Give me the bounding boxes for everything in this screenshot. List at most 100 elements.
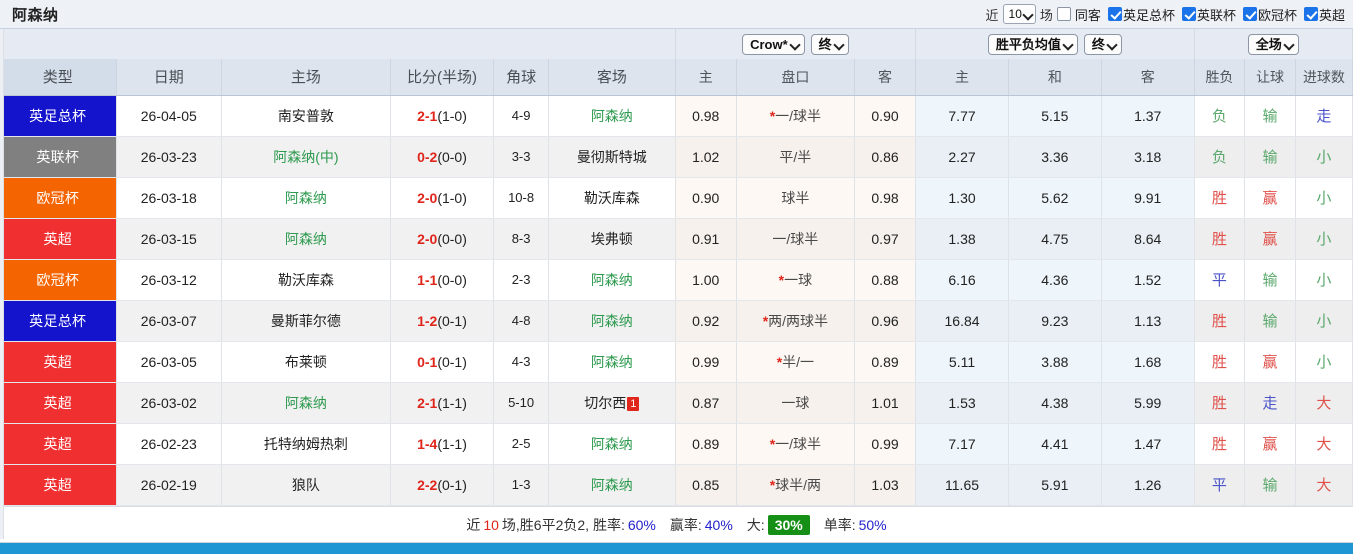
cell-score[interactable]: 2-2(0-1) (390, 464, 495, 506)
cell-away-team[interactable]: 勒沃库森 (548, 177, 676, 219)
cell-handicap-home-odds[interactable]: 1.00 (675, 259, 737, 301)
cell-goals-result[interactable]: 大 (1295, 423, 1353, 465)
cell-handicap-result[interactable]: 输 (1244, 259, 1296, 301)
col-header-date[interactable]: 日期 (116, 59, 223, 96)
cell-goals-result[interactable]: 大 (1295, 464, 1353, 506)
cell-handicap-away-odds[interactable]: 0.97 (854, 218, 917, 260)
cell-avg-home[interactable]: 1.53 (915, 382, 1009, 424)
cell-goals-result[interactable]: 小 (1295, 136, 1353, 178)
table-row[interactable]: 英足总杯 26-03-07 曼斯菲尔德 1-2(0-1) 4-8 阿森纳 0.92 *两/两球… (0, 300, 1353, 342)
cell-score[interactable]: 2-1(1-0) (390, 95, 495, 137)
cell-handicap-result[interactable]: 赢 (1244, 341, 1296, 383)
cell-type[interactable]: 英超 (0, 382, 117, 424)
cell-home-team[interactable]: 勒沃库森 (221, 259, 391, 301)
cell-avg-away[interactable]: 3.18 (1101, 136, 1195, 178)
cell-handicap-home-odds[interactable]: 0.90 (675, 177, 737, 219)
cell-score[interactable]: 1-2(0-1) (390, 300, 495, 342)
bookmaker-stage-select[interactable]: 终 (810, 33, 849, 55)
cell-handicap-away-odds[interactable]: 0.98 (854, 177, 917, 219)
cell-handicap[interactable]: 平/半 (736, 136, 855, 178)
cell-handicap-result[interactable]: 赢 (1244, 423, 1296, 465)
cell-away-team[interactable]: 阿森纳 (548, 423, 676, 465)
cell-avg-draw[interactable]: 5.62 (1008, 177, 1102, 219)
cell-home-team[interactable]: 阿森纳 (221, 177, 391, 219)
cell-score[interactable]: 1-4(1-1) (390, 423, 495, 465)
cell-score[interactable]: 2-0(1-0) (390, 177, 495, 219)
cell-type[interactable]: 英联杯 (0, 136, 117, 178)
col-header-avg-away[interactable]: 客 (1101, 59, 1195, 96)
cell-avg-draw[interactable]: 4.36 (1008, 259, 1102, 301)
cell-handicap-result[interactable]: 走 (1244, 382, 1296, 424)
cell-date[interactable]: 26-03-07 (116, 300, 223, 342)
table-row[interactable]: 欧冠杯 26-03-12 勒沃库森 1-1(0-0) 2-3 阿森纳 1.00 *一球 0.88… (0, 259, 1353, 301)
cell-type[interactable]: 欧冠杯 (0, 259, 117, 301)
cell-result[interactable]: 胜 (1194, 300, 1246, 342)
cell-result[interactable]: 平 (1194, 464, 1246, 506)
cell-score[interactable]: 2-0(0-0) (390, 218, 495, 260)
cell-avg-away[interactable]: 5.99 (1101, 382, 1195, 424)
cell-avg-away[interactable]: 1.13 (1101, 300, 1195, 342)
cell-home-team[interactable]: 曼斯菲尔德 (221, 300, 391, 342)
left-scroll-gutter[interactable] (0, 29, 4, 539)
cell-handicap-result[interactable]: 输 (1244, 300, 1296, 342)
cell-avg-home[interactable]: 7.77 (915, 95, 1009, 137)
cell-date[interactable]: 26-03-18 (116, 177, 223, 219)
cell-result[interactable]: 胜 (1194, 177, 1246, 219)
col-header-handicap-away[interactable]: 客 (854, 59, 917, 96)
same-venue-checkbox[interactable] (1056, 7, 1071, 21)
cell-type[interactable]: 英超 (0, 341, 117, 383)
cell-avg-home[interactable]: 6.16 (915, 259, 1009, 301)
cell-date[interactable]: 26-02-19 (116, 464, 223, 506)
cell-handicap[interactable]: *一/球半 (736, 95, 855, 137)
cell-score[interactable]: 0-1(0-1) (390, 341, 495, 383)
cell-goals-result[interactable]: 小 (1295, 259, 1353, 301)
odds-stage-select[interactable]: 终 (1083, 33, 1122, 55)
cell-away-team[interactable]: 阿森纳 (548, 95, 676, 137)
cell-away-team[interactable]: 曼彻斯特城 (548, 136, 676, 178)
cell-handicap-away-odds[interactable]: 1.03 (854, 464, 917, 506)
cell-handicap[interactable]: *球半/两 (736, 464, 855, 506)
cell-avg-home[interactable]: 1.30 (915, 177, 1009, 219)
recent-count-select[interactable]: 10 (1002, 4, 1036, 24)
cell-avg-away[interactable]: 8.64 (1101, 218, 1195, 260)
cell-avg-away[interactable]: 1.37 (1101, 95, 1195, 137)
col-header-away[interactable]: 客场 (548, 59, 676, 96)
cell-avg-home[interactable]: 7.17 (915, 423, 1009, 465)
cell-handicap-home-odds[interactable]: 0.98 (675, 95, 737, 137)
cell-away-team[interactable]: 阿森纳 (548, 464, 676, 506)
cell-corners[interactable]: 4-8 (493, 300, 550, 342)
cell-result[interactable]: 负 (1194, 95, 1246, 137)
cell-date[interactable]: 26-03-02 (116, 382, 223, 424)
cell-goals-result[interactable]: 走 (1295, 95, 1353, 137)
cell-avg-away[interactable]: 1.52 (1101, 259, 1195, 301)
cell-result[interactable]: 负 (1194, 136, 1246, 178)
cell-date[interactable]: 26-03-23 (116, 136, 223, 178)
cell-corners[interactable]: 2-5 (493, 423, 550, 465)
cell-handicap-home-odds[interactable]: 0.87 (675, 382, 737, 424)
cell-result[interactable]: 平 (1194, 259, 1246, 301)
cell-goals-result[interactable]: 小 (1295, 218, 1353, 260)
cell-type[interactable]: 英足总杯 (0, 95, 117, 137)
table-row[interactable]: 英联杯 26-03-23 阿森纳(中) 0-2(0-0) 3-3 曼彻斯特城 1.02 平/半… (0, 136, 1353, 178)
col-header-handicap[interactable]: 盘口 (736, 59, 855, 96)
filter-fa-cup[interactable]: 英足总杯 (1107, 5, 1175, 24)
col-header-score[interactable]: 比分(半场) (390, 59, 495, 96)
cell-handicap[interactable]: *一/球半 (736, 423, 855, 465)
cell-type[interactable]: 欧冠杯 (0, 177, 117, 219)
cell-avg-home[interactable]: 11.65 (915, 464, 1009, 506)
cell-type[interactable]: 英超 (0, 423, 117, 465)
cell-away-team[interactable]: 阿森纳 (548, 341, 676, 383)
cell-result[interactable]: 胜 (1194, 341, 1246, 383)
cell-handicap[interactable]: *两/两球半 (736, 300, 855, 342)
table-row[interactable]: 英足总杯 26-04-05 南安普敦 2-1(1-0) 4-9 阿森纳 0.98 *一/球半 0… (0, 95, 1353, 137)
cell-handicap-result[interactable]: 赢 (1244, 218, 1296, 260)
cell-avg-home[interactable]: 1.38 (915, 218, 1009, 260)
cell-avg-home[interactable]: 5.11 (915, 341, 1009, 383)
col-header-corner[interactable]: 角球 (493, 59, 550, 96)
cell-avg-home[interactable]: 2.27 (915, 136, 1009, 178)
cell-corners[interactable]: 1-3 (493, 464, 550, 506)
cell-handicap-home-odds[interactable]: 0.89 (675, 423, 737, 465)
cell-avg-draw[interactable]: 4.75 (1008, 218, 1102, 260)
cell-home-team[interactable]: 南安普敦 (221, 95, 391, 137)
cell-type[interactable]: 英超 (0, 218, 117, 260)
